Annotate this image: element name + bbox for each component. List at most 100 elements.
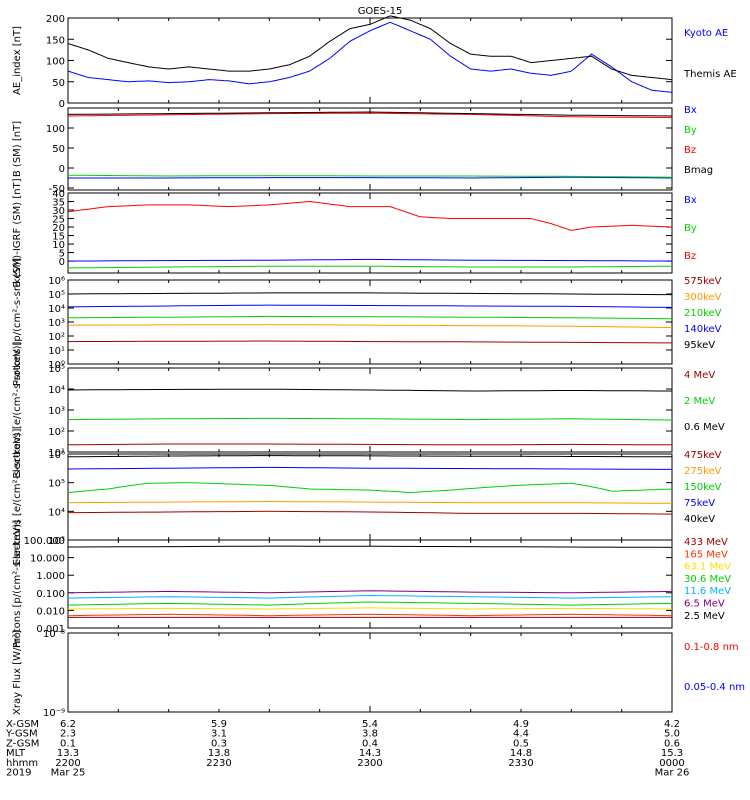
series-line-7-2 bbox=[67, 613, 673, 617]
ylabel-6: Electrons [e/(cm²-s-sr-keV)] bbox=[12, 428, 23, 565]
ytick-label-7-3: 1.000 bbox=[36, 571, 65, 582]
legend-8-1: 0.1-0.8 nm bbox=[684, 642, 739, 653]
series-line-5-1 bbox=[67, 443, 672, 446]
xaxis-row-label-2: Y-GSM bbox=[5, 729, 38, 740]
legend-4-4: 140keV bbox=[684, 324, 722, 335]
ylabel-5: Electrons [e/(cm²-s-sr-keV)] bbox=[12, 341, 23, 478]
series-line-4-4 bbox=[67, 304, 673, 308]
series-line-6-5 bbox=[67, 455, 673, 458]
xaxis-value-1-4: 4.9 bbox=[513, 719, 529, 730]
xaxis-value-1-5: 4.2 bbox=[664, 719, 680, 730]
legend-4-3: 210keV bbox=[684, 308, 722, 319]
legend-7-1: 433 MeV bbox=[684, 537, 728, 548]
ytick-label-7-4: 10.000 bbox=[30, 554, 65, 565]
ytick-label-4-0: 10⁰ bbox=[48, 360, 65, 371]
xaxis-value-5-2: 2230 bbox=[206, 758, 231, 769]
ytick-label-1-2: 100 bbox=[46, 57, 65, 68]
legend-4-5: 95keV bbox=[684, 340, 715, 351]
legend-6-1: 475keV bbox=[684, 450, 722, 461]
xaxis-value-5-4: 2330 bbox=[508, 758, 533, 769]
ytick-label-1-0: 0 bbox=[59, 99, 65, 110]
ytick-label-3-4: 20 bbox=[52, 223, 65, 234]
series-line-2-1 bbox=[68, 176, 673, 179]
ytick-label-1-1: 50 bbox=[52, 78, 65, 89]
legend-1-2: Themis AE bbox=[683, 69, 737, 80]
series-line-1-1 bbox=[67, 21, 673, 93]
xaxis-row-label-3: Z-GSM bbox=[6, 738, 39, 749]
ytick-label-4-6: 10⁶ bbox=[48, 276, 65, 287]
ylabel-4: Protons [p/(cm²-s-sr-keV)] bbox=[12, 258, 23, 386]
xaxis-value-2-4: 4.4 bbox=[513, 729, 529, 740]
legend-6-3: 150keV bbox=[684, 482, 722, 493]
xaxis-value-3-1: 0.1 bbox=[60, 738, 76, 749]
series-line-3-3 bbox=[67, 200, 673, 231]
ytick-label-3-7: 35 bbox=[52, 198, 65, 209]
xaxis-value-3-4: 0.5 bbox=[513, 738, 529, 749]
ytick-label-3-5: 25 bbox=[52, 215, 65, 226]
series-line-6-4 bbox=[67, 466, 672, 470]
ytick-label-6-2: 10⁵ bbox=[48, 479, 65, 490]
ytick-label-5-3: 10⁴ bbox=[48, 385, 65, 396]
series-line-2-4 bbox=[67, 111, 673, 117]
legend-8-2: 0.05-0.4 nm bbox=[684, 682, 745, 693]
xaxis-value-2-5: 5.0 bbox=[664, 729, 680, 740]
xaxis-row-label-5: hhmm bbox=[6, 758, 38, 769]
ylabel-3: B (SM)-IGRF (SM) [nT] bbox=[12, 178, 23, 287]
ytick-label-3-0: 0 bbox=[59, 257, 65, 268]
ytick-label-6-0: 10³ bbox=[48, 536, 65, 547]
legend-7-7: 2.5 MeV bbox=[684, 611, 725, 622]
ytick-label-1-4: 200 bbox=[46, 14, 65, 25]
ytick-label-6-1: 10⁴ bbox=[48, 507, 65, 518]
legend-5-1: 4 MeV bbox=[684, 370, 715, 381]
ytick-label-3-6: 30 bbox=[52, 206, 65, 217]
ytick-label-5-2: 10³ bbox=[48, 406, 65, 417]
ytick-label-1-3: 150 bbox=[46, 35, 65, 46]
ytick-label-4-2: 10² bbox=[48, 332, 65, 343]
xaxis-value-2-2: 3.1 bbox=[211, 729, 227, 740]
legend-6-4: 75keV bbox=[684, 498, 715, 509]
xaxis-value-1-3: 5.4 bbox=[362, 719, 378, 730]
series-line-5-3 bbox=[67, 388, 672, 392]
series-line-7-5 bbox=[67, 594, 673, 599]
plot-title: GOES-15 bbox=[358, 6, 403, 17]
ytick-label-3-8: 40 bbox=[52, 189, 65, 200]
ylabel-1: AE_index [nT] bbox=[12, 26, 23, 95]
legend-2-1: Bx bbox=[684, 105, 697, 116]
legend-4-1: 575keV bbox=[684, 276, 722, 287]
ytick-label-3-3: 15 bbox=[52, 232, 65, 243]
panel-frame-5 bbox=[67, 367, 673, 453]
ytick-label-8-0: 10⁻⁹ bbox=[43, 708, 65, 719]
ytick-label-2-3: 100 bbox=[46, 124, 65, 135]
ytick-label-5-4: 10⁵ bbox=[48, 364, 65, 375]
ytick-label-7-5: 100.000 bbox=[24, 536, 65, 547]
legend-2-2: By bbox=[684, 125, 697, 136]
xaxis-value-4-4: 14.8 bbox=[510, 748, 532, 759]
series-line-7-4 bbox=[67, 601, 673, 606]
xaxis-value-2-3: 3.8 bbox=[362, 729, 378, 740]
panel-frame-8 bbox=[67, 632, 673, 713]
xaxis-value-1-1: 6.2 bbox=[60, 719, 76, 730]
ytick-label-4-3: 10³ bbox=[48, 318, 65, 329]
series-line-6-1 bbox=[68, 510, 673, 515]
ytick-label-7-0: 0.001 bbox=[36, 624, 65, 635]
xaxis-value-4-5: 15.3 bbox=[661, 748, 683, 759]
series-line-3-1 bbox=[67, 258, 673, 262]
series-line-3-2 bbox=[67, 265, 673, 269]
legend-7-2: 165 MeV bbox=[684, 549, 728, 560]
ytick-label-4-4: 10⁴ bbox=[48, 304, 65, 315]
legend-3-2: By bbox=[684, 223, 697, 234]
ytick-label-4-1: 10¹ bbox=[48, 346, 65, 357]
xaxis-value-5-5: 0000 bbox=[659, 758, 684, 769]
ytick-label-3-2: 10 bbox=[52, 240, 65, 251]
legend-5-2: 2 MeV bbox=[684, 396, 715, 407]
series-line-6-2 bbox=[67, 500, 672, 504]
legend-4-2: 300keV bbox=[684, 292, 722, 303]
legend-5-3: 0.6 MeV bbox=[684, 422, 725, 433]
xaxis-value-2-1: 2.3 bbox=[60, 729, 76, 740]
series-line-6-3 bbox=[67, 482, 673, 494]
xaxis-value-5-3: 2300 bbox=[357, 758, 382, 769]
ytick-label-5-0: 10¹ bbox=[48, 448, 65, 459]
series-line-7-7 bbox=[68, 545, 673, 548]
legend-7-6: 6.5 MeV bbox=[684, 599, 725, 610]
